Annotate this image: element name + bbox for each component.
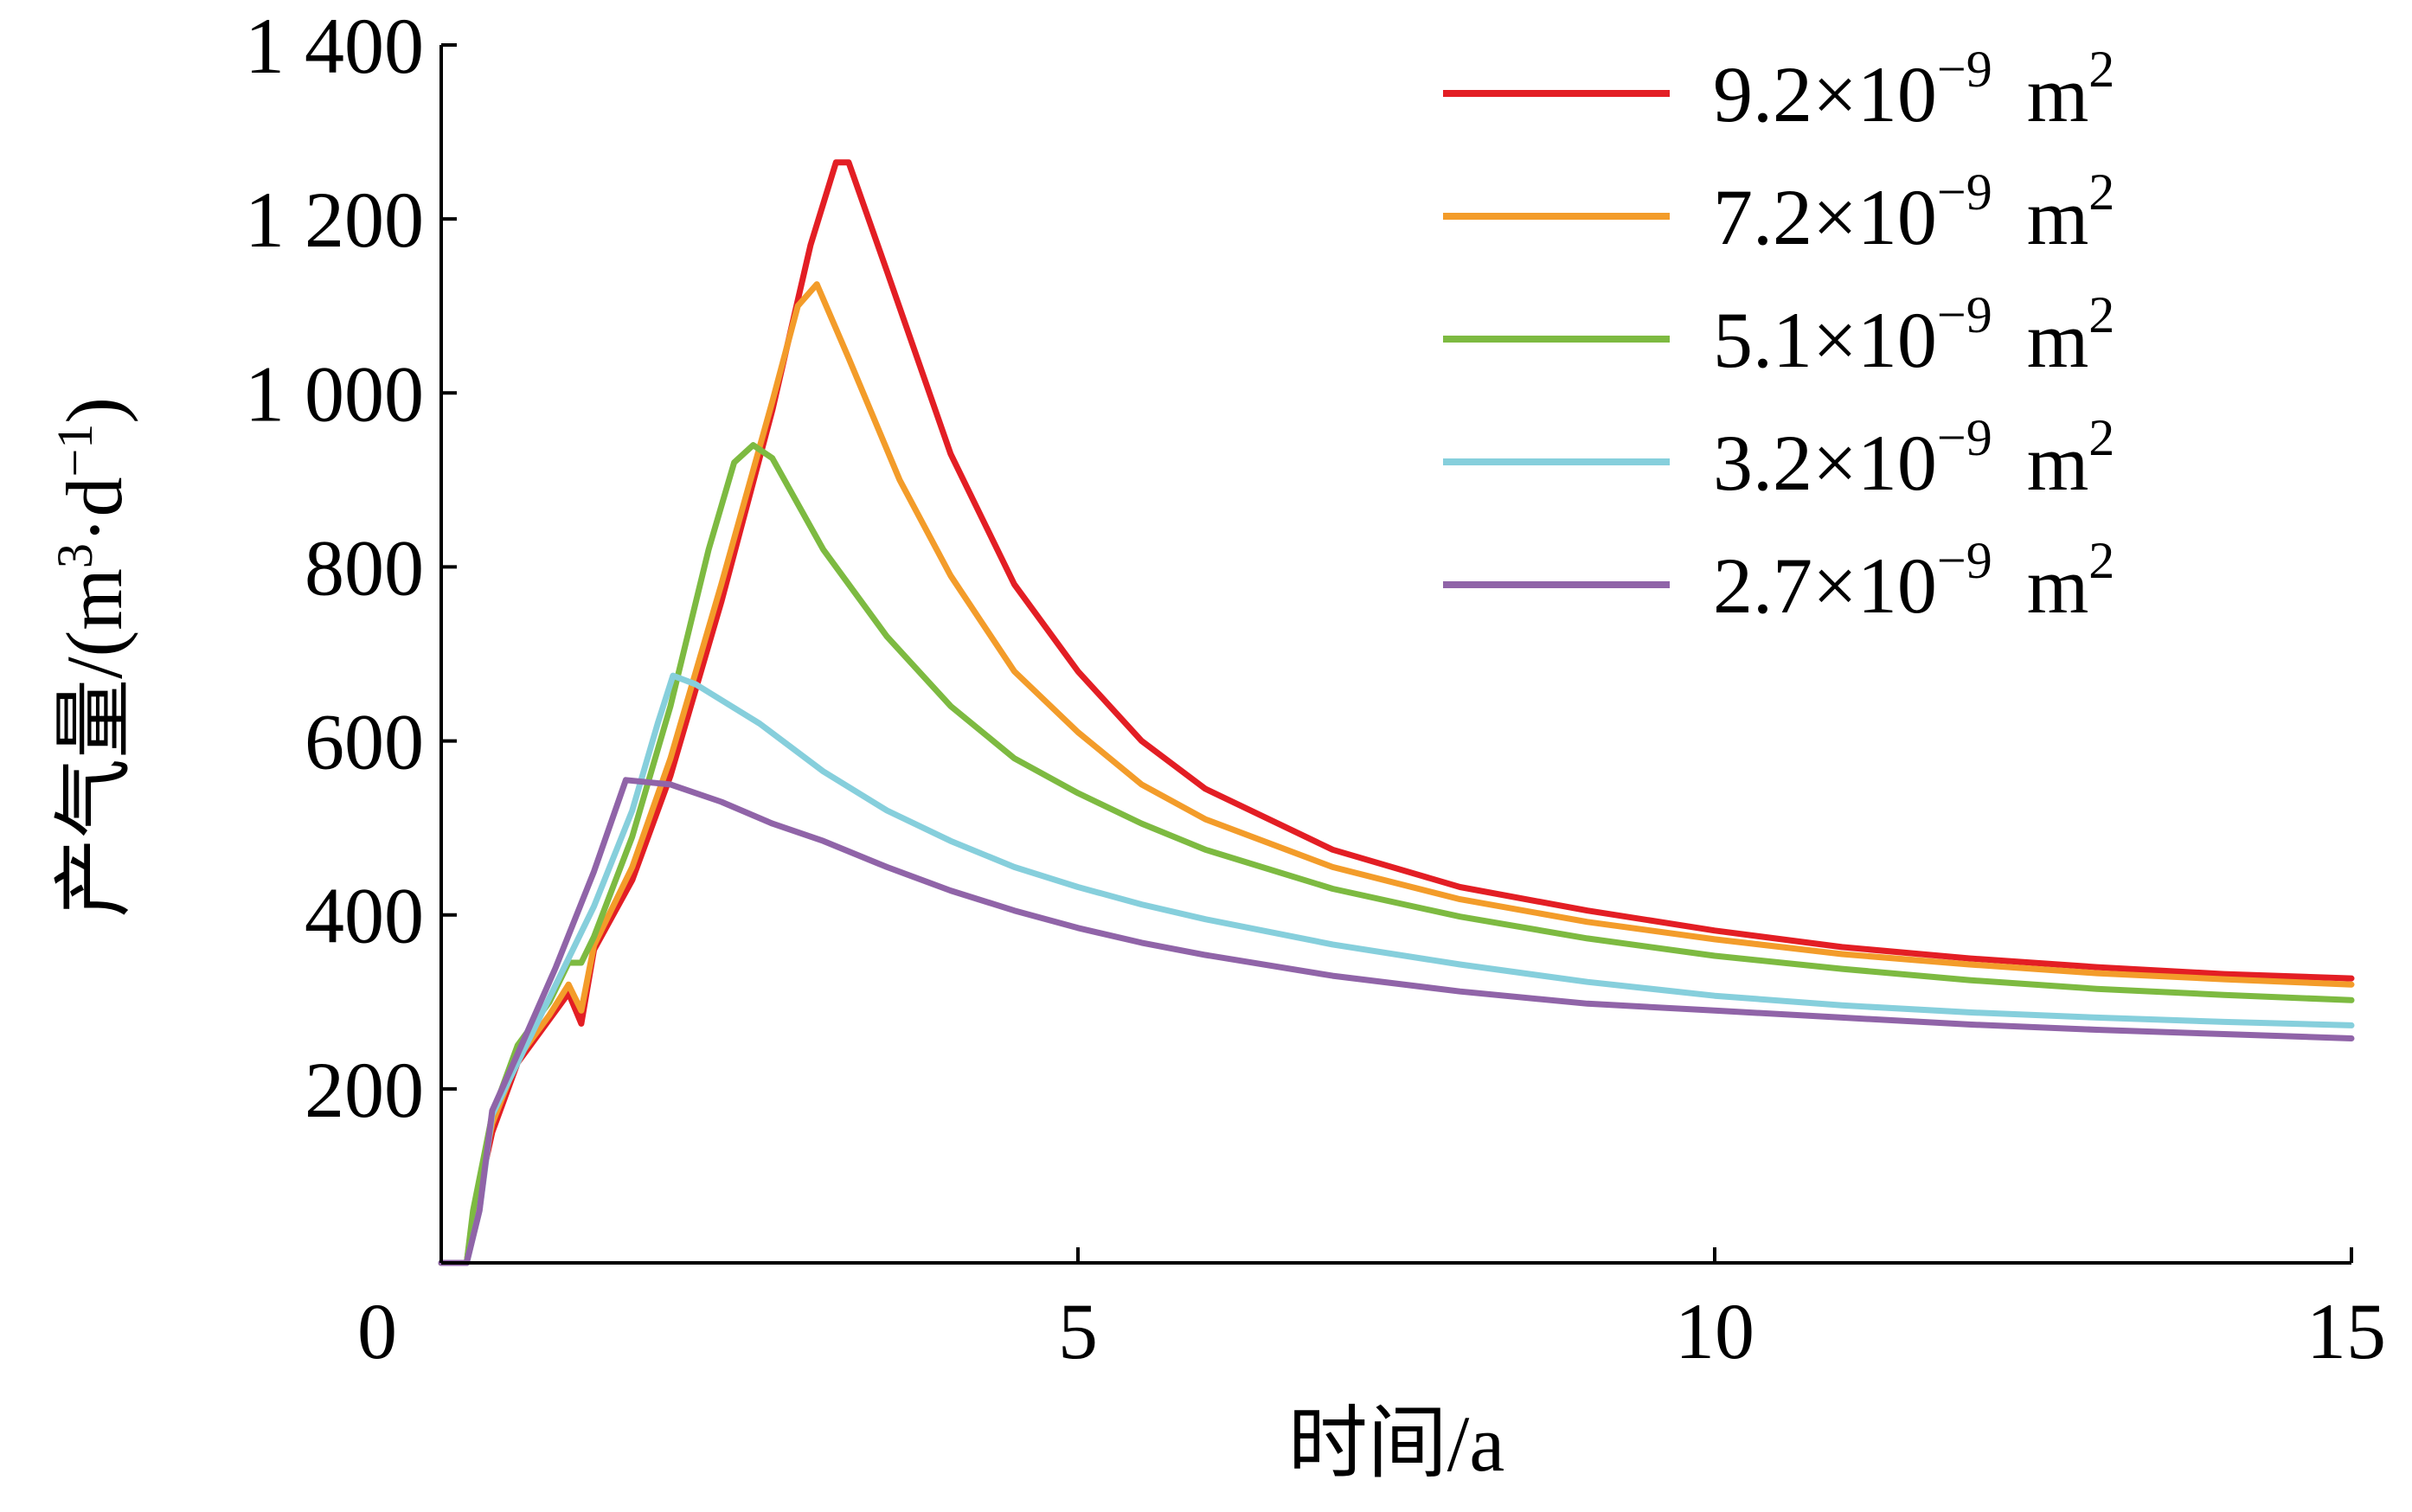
y-tick-label: 600 — [305, 698, 424, 786]
series-line-5 — [438, 777, 2355, 1266]
legend-label-5: 2.7×10−9 m2 — [1713, 532, 2114, 630]
legend-unit-exp: 2 — [2088, 286, 2114, 343]
legend-label-3: 5.1×10−9 m2 — [1713, 286, 2114, 384]
legend-exp: −9 — [1937, 532, 1992, 589]
legend-coef: 9.2× — [1713, 50, 1857, 138]
legend-unit: m — [2027, 50, 2089, 138]
legend-coef: 2.7× — [1713, 541, 1857, 630]
legend-exp: −9 — [1937, 409, 1992, 466]
y-axis-title-sup2: −1 — [47, 424, 103, 477]
legend: 9.2×10−9 m27.2×10−9 m25.1×10−9 m23.2×10−9 m2… — [1443, 41, 2114, 630]
ticks: 200 400 600 800 1 000 1 200 1 400 0 5 10 15 — [245, 2, 2386, 1375]
legend-exp: −9 — [1937, 286, 1992, 343]
series-line-2 — [438, 281, 2355, 1266]
legend-unit: m — [2027, 419, 2089, 507]
legend-label-4: 3.2×10−9 m2 — [1713, 409, 2114, 507]
x-tick-label: 15 — [2306, 1287, 2386, 1375]
x-tick-label: 10 — [1675, 1287, 1754, 1375]
axes — [439, 45, 2351, 1265]
x-axis-title: 时间/a — [1288, 1400, 1504, 1488]
y-tick-label: 800 — [305, 523, 424, 612]
legend-unit: m — [2027, 296, 2089, 384]
x-tick-label: 5 — [1058, 1287, 1098, 1375]
series-layer — [438, 159, 2355, 1266]
legend-unit: m — [2027, 541, 2089, 630]
y-axis-title-prefix: 产气量/(m — [50, 568, 138, 918]
y-axis-title-suffix: ) — [50, 397, 138, 424]
series-line-4 — [438, 672, 2355, 1266]
legend-base: 10 — [1857, 419, 1937, 507]
legend-exp: −9 — [1937, 163, 1992, 221]
y-tick-label: 200 — [305, 1046, 424, 1134]
legend-unit: m — [2027, 173, 2089, 261]
y-axis-title-mid: ·d — [50, 477, 138, 543]
legend-unit-exp: 2 — [2088, 532, 2114, 589]
legend-unit-exp: 2 — [2088, 163, 2114, 221]
legend-label-1: 9.2×10−9 m2 — [1713, 41, 2114, 138]
legend-base: 10 — [1857, 296, 1937, 384]
legend-label-2: 7.2×10−9 m2 — [1713, 163, 2114, 261]
y-axis-title: 产气量/(m3·d−1) — [47, 397, 138, 918]
legend-coef: 3.2× — [1713, 419, 1857, 507]
x-tick-label: 0 — [357, 1287, 397, 1375]
legend-base: 10 — [1857, 173, 1937, 261]
legend-coef: 7.2× — [1713, 173, 1857, 261]
y-tick-label: 1 000 — [245, 349, 424, 438]
legend-unit-exp: 2 — [2088, 409, 2114, 466]
legend-base: 10 — [1857, 541, 1937, 630]
legend-coef: 5.1× — [1713, 296, 1857, 384]
y-tick-label: 400 — [305, 872, 424, 960]
y-tick-label: 1 200 — [245, 176, 424, 264]
legend-unit-exp: 2 — [2088, 41, 2114, 98]
legend-base: 10 — [1857, 50, 1937, 138]
y-axis-title-sup1: 3 — [47, 543, 103, 568]
y-tick-label: 1 400 — [245, 2, 424, 90]
legend-exp: −9 — [1937, 41, 1992, 98]
